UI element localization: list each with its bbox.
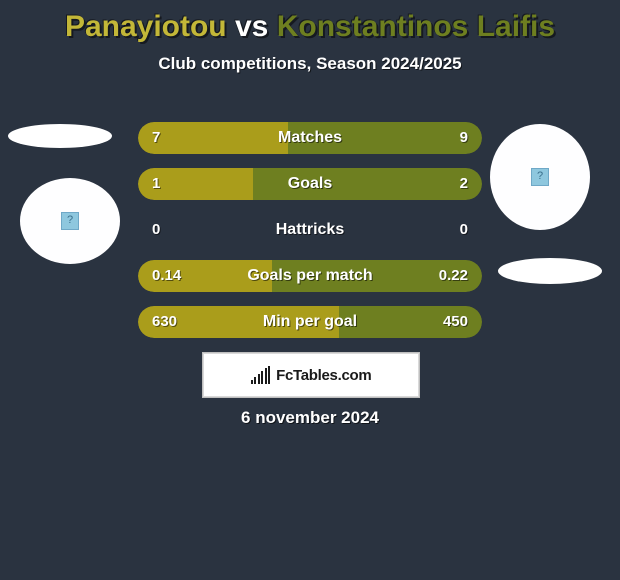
- stat-value-right: 0.22: [439, 260, 468, 292]
- fctables-logo-text: FcTables.com: [276, 367, 371, 384]
- stat-label: Min per goal: [138, 306, 482, 338]
- fctables-logo-box: FcTables.com: [202, 352, 420, 398]
- title-player1: Panayiotou: [65, 10, 227, 43]
- stat-label: Hattricks: [138, 214, 482, 246]
- stat-label: Matches: [138, 122, 482, 154]
- avatar-right-shadow-ellipse: [498, 258, 602, 284]
- stat-value-right: 450: [443, 306, 468, 338]
- title: Panayiotou vs Konstantinos Laifis: [0, 0, 620, 44]
- stat-row: 0.14Goals per match0.22: [138, 260, 482, 292]
- stat-row: 1Goals2: [138, 168, 482, 200]
- title-vs: vs: [235, 10, 268, 43]
- infographic-root: Panayiotou vs Konstantinos Laifis Club c…: [0, 0, 620, 580]
- avatar-placeholder-icon: ?: [531, 168, 549, 186]
- title-player2: Konstantinos Laifis: [277, 10, 555, 43]
- avatar-left-circle: ?: [20, 178, 120, 264]
- stat-row: 630Min per goal450: [138, 306, 482, 338]
- date-line: 6 november 2024: [0, 408, 620, 428]
- fctables-bars-icon: [251, 366, 271, 384]
- stat-label: Goals: [138, 168, 482, 200]
- avatar-placeholder-icon: ?: [61, 212, 79, 230]
- avatar-left-shadow-ellipse: [8, 124, 112, 148]
- stat-label: Goals per match: [138, 260, 482, 292]
- stats-panel: 7Matches9 1Goals2 0Hattricks0 0.14Goals per…: [138, 122, 482, 352]
- stat-value-right: 0: [460, 214, 468, 246]
- stat-value-right: 2: [460, 168, 468, 200]
- stat-row: 0Hattricks0: [138, 214, 482, 246]
- avatar-right-circle: ?: [490, 124, 590, 230]
- stat-row: 7Matches9: [138, 122, 482, 154]
- stat-value-right: 9: [460, 122, 468, 154]
- subtitle: Club competitions, Season 2024/2025: [0, 54, 620, 74]
